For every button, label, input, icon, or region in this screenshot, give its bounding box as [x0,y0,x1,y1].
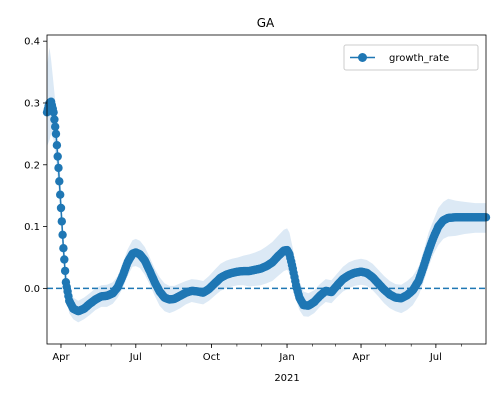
data-point [51,122,60,131]
data-point [51,129,61,139]
legend: growth_rate [343,44,479,71]
data-point [56,190,65,199]
data-point [52,141,62,150]
x-tick-label: Jul [429,352,442,363]
x-tick-label: Jul [129,352,142,363]
x-tick-label: Apr [352,352,370,363]
y-tick-label: 0.2 [24,160,40,171]
legend-frame [343,44,479,71]
plot-frame [46,34,487,345]
axes-layer: 0.0 0.1 0.2 0.3 0.4 Apr Jul Oct Jan 2021 Apr Jul [24,34,487,384]
data-point [55,177,64,186]
data-point [53,152,62,161]
x-tick-year-label: 2021 [274,373,299,384]
y-tick-label: 0.1 [24,222,40,233]
y-tick-label: 0.4 [24,37,40,48]
x-tick-label: Oct [203,352,220,363]
legend-marker-swatch [358,53,367,62]
data-point [58,230,67,239]
data-point [60,266,70,276]
data-point [57,217,66,226]
legend-label-growth-rate: growth_rate [389,53,449,64]
y-tick-label: 0.3 [24,98,40,109]
data-point [59,244,68,253]
x-tick-label: Jan [278,352,294,363]
chart-title: GA [257,16,275,30]
data-point [60,255,69,264]
y-tick-label: 0.0 [24,284,40,295]
data-point [49,108,58,117]
data-point [50,115,59,124]
data-point [54,163,63,173]
x-tick-label: Apr [52,352,70,363]
series-marker-layer [42,97,491,316]
data-point [56,203,66,213]
